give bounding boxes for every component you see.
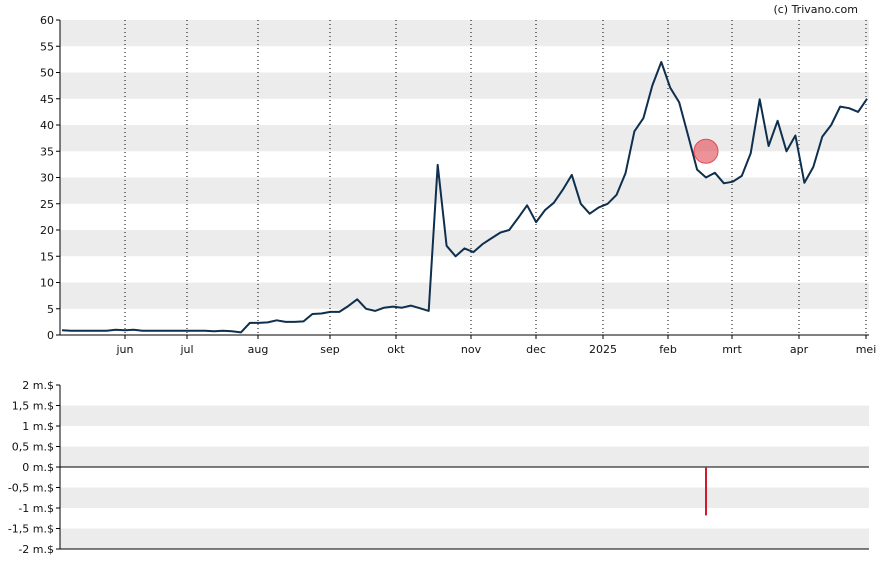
y-tick-label: 25: [40, 198, 54, 211]
y-tick-label: 0: [47, 329, 54, 342]
volume-y-tick-label: -1 m.$: [18, 502, 54, 515]
price-series-line: [61, 61, 868, 334]
volume-y-tick-label: -0,5 m.$: [8, 482, 54, 495]
x-tick-label: nov: [461, 343, 482, 356]
x-tick-label: jun: [116, 343, 134, 356]
watermark: (c) Trivano.com: [773, 3, 858, 16]
price-grid-band: [60, 282, 869, 309]
y-tick-label: 30: [40, 172, 54, 185]
y-tick-label: 20: [40, 224, 54, 237]
y-tick-label: 15: [40, 250, 54, 263]
x-tick-label: sep: [320, 343, 339, 356]
price-grid-band: [60, 125, 869, 152]
y-tick-label: 40: [40, 119, 54, 132]
x-tick-label: apr: [790, 343, 809, 356]
volume-y-tick-label: 1,5 m.$: [12, 400, 54, 413]
volume-grid-band: [60, 528, 869, 549]
event-marker: [693, 138, 719, 164]
x-tick-label: feb: [659, 343, 677, 356]
volume-y-tick-label: -1,5 m.$: [8, 523, 54, 536]
y-tick-label: 5: [47, 303, 54, 316]
volume-y-tick-label: 0,5 m.$: [12, 441, 54, 454]
volume-bar: [705, 467, 707, 516]
volume-grid-band: [60, 446, 869, 467]
y-tick-label: 35: [40, 145, 54, 158]
y-tick-label: 10: [40, 277, 54, 290]
x-tick-label: mrt: [722, 343, 742, 356]
volume-y-tick-label: 1 m.$: [22, 420, 54, 433]
volume-y-tick-label: 0 m.$: [22, 461, 54, 474]
volume-y-tick-label: 2 m.$: [22, 379, 54, 392]
volume-chart-panel: 2 m.$ 1,5 m.$ 1 m.$ 0,5 m.$ 0 m.$ -0,5 m.$ -1 …: [8, 379, 869, 556]
x-tick-label: dec: [526, 343, 546, 356]
volume-grid-band: [60, 487, 869, 508]
x-tick-label: 2025: [589, 343, 617, 356]
x-tick-label: jul: [179, 343, 193, 356]
y-tick-label: 50: [40, 67, 54, 80]
price-grid-band: [60, 72, 869, 99]
volume-grid-band: [60, 405, 869, 426]
y-tick-label: 45: [40, 93, 54, 106]
price-grid-band: [60, 230, 869, 257]
y-tick-label: 60: [40, 14, 54, 27]
x-tick-label: okt: [387, 343, 405, 356]
volume-y-tick-label: -2 m.$: [18, 543, 54, 556]
price-grid-band: [60, 20, 869, 47]
x-tick-label: aug: [248, 343, 269, 356]
price-grid-band: [60, 177, 869, 204]
x-tick-label: mei: [856, 343, 877, 356]
y-tick-label: 55: [40, 40, 54, 53]
